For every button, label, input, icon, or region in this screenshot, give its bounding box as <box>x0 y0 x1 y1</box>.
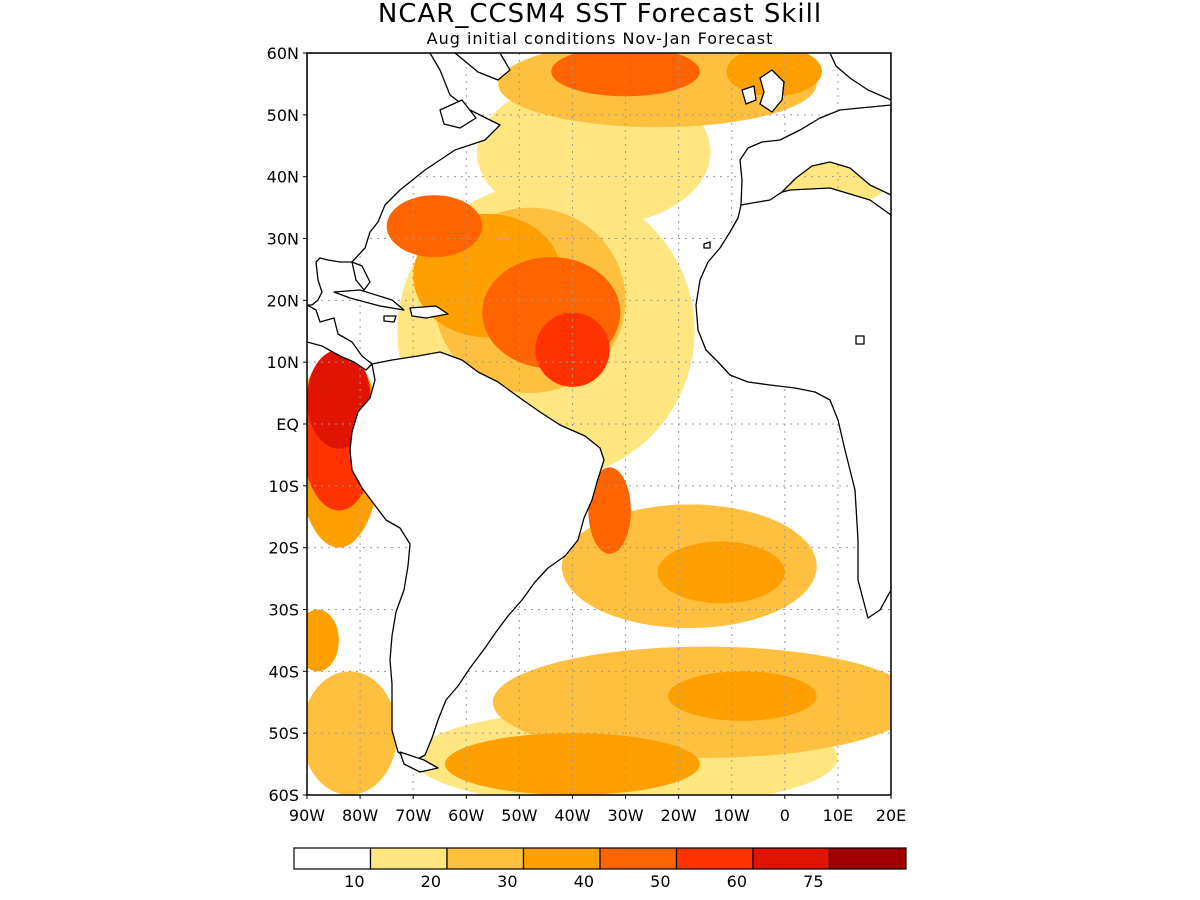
colorbar: 10 20 30 40 50 60 75 <box>293 847 907 891</box>
lat-tick-label: 40S <box>268 662 299 681</box>
colorbar-label: 50 <box>650 872 670 891</box>
land-africa <box>695 187 891 619</box>
colorbar-swatch <box>369 847 448 870</box>
skill-region-20 <box>535 312 610 387</box>
lon-tick-label: 20E <box>876 806 906 825</box>
lon-tick-label: 10E <box>823 806 853 825</box>
land-central-america <box>307 304 373 371</box>
lon-tick-label: 0 <box>780 806 790 825</box>
land-cuba <box>333 289 405 311</box>
land-cape-verde <box>855 335 865 345</box>
lon-tick-label: 20W <box>661 806 697 825</box>
colorbar-swatch <box>446 847 525 870</box>
land-florida <box>351 261 371 291</box>
lon-tick-label: 10W <box>714 806 750 825</box>
land-canada-islands <box>439 99 477 129</box>
lat-tick-label: 20N <box>267 291 299 310</box>
lon-tick-label: 40W <box>554 806 590 825</box>
land-canary-islands <box>703 241 711 249</box>
colorbar-label: 60 <box>727 872 747 891</box>
lat-tick-label: 20S <box>268 539 299 558</box>
colorbar-label: 20 <box>421 872 441 891</box>
skill-region-12 <box>668 671 817 721</box>
skill-region-11 <box>657 541 785 604</box>
lat-tick-label: 10N <box>267 353 299 372</box>
lon-tick-label: 90W <box>289 806 325 825</box>
colorbar-swatch <box>522 847 601 870</box>
colorbar-swatch <box>828 847 907 870</box>
lat-tick-label: EQ <box>276 415 299 434</box>
lon-tick-label: 50W <box>501 806 537 825</box>
colorbar-label: 40 <box>574 872 594 891</box>
land-great-britain <box>759 69 785 113</box>
land-south-america <box>349 351 605 763</box>
land-scandinavia <box>829 53 891 101</box>
colorbar-label: 75 <box>803 872 823 891</box>
skill-region-19 <box>588 467 631 554</box>
lon-tick-label: 60W <box>448 806 484 825</box>
map-title: NCAR_CCSM4 SST Forecast Skill <box>378 0 822 29</box>
colorbar-label: 10 <box>344 872 364 891</box>
colorbar-swatch <box>599 847 678 870</box>
map-subtitle: Aug initial conditions Nov-Jan Forecast <box>427 29 774 48</box>
axis-ticks: 60N 50N 40N 30N 20N 10N EQ 10S 20S 30S 40S 50S 60S90… <box>267 44 907 825</box>
colorbar-swatch <box>293 847 372 870</box>
lat-tick-label: 30S <box>268 601 299 620</box>
colorbar-label: 30 <box>497 872 517 891</box>
colorbar-swatch <box>752 847 831 870</box>
land-ireland <box>741 85 757 105</box>
lon-tick-label: 30W <box>607 806 643 825</box>
lat-tick-label: 10S <box>268 477 299 496</box>
skill-region-13 <box>445 733 700 795</box>
lat-tick-label: 50N <box>267 106 299 125</box>
lat-tick-label: 30N <box>267 230 299 249</box>
lat-tick-label: 60N <box>267 44 299 63</box>
map-plot-area <box>307 53 891 795</box>
lat-tick-label: 60S <box>268 786 299 805</box>
land-greenland-edge <box>454 53 511 81</box>
lon-tick-label: 70W <box>395 806 431 825</box>
land-tierra-del-fuego <box>399 751 439 773</box>
skill-region-17 <box>386 195 483 258</box>
land-jamaica <box>383 315 397 323</box>
lat-tick-label: 50S <box>268 724 299 743</box>
land-hispaniola <box>409 305 449 319</box>
skill-region-14 <box>307 609 339 672</box>
skill-region-8 <box>307 671 398 795</box>
lat-tick-label: 40N <box>267 168 299 187</box>
colorbar-swatch <box>675 847 754 870</box>
lon-tick-label: 80W <box>342 806 378 825</box>
land-europe <box>739 104 891 206</box>
